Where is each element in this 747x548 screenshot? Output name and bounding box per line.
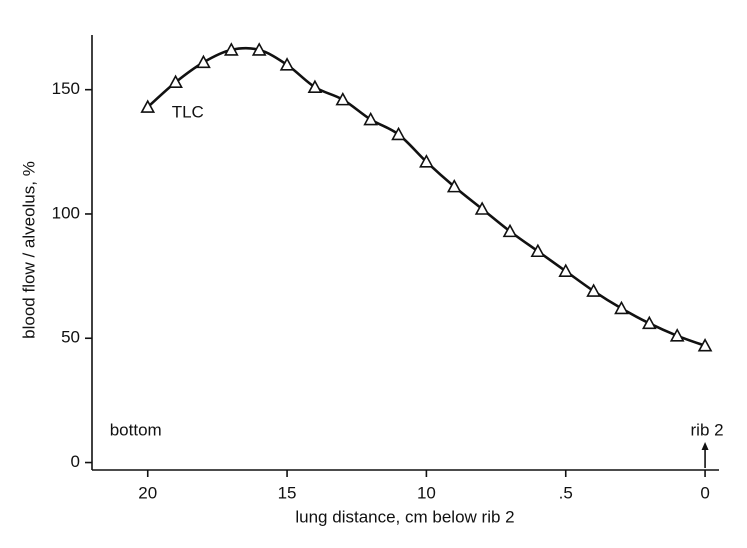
marker [223,42,239,56]
y-tick-label: 0 [71,452,80,471]
marker [697,338,713,352]
marker [251,42,267,56]
annotation: rib 2 [691,420,724,439]
marker [391,126,406,141]
marker [669,328,685,342]
marker [279,57,295,71]
marker [530,243,546,258]
marker [614,300,629,315]
marker [641,315,657,330]
marker [474,201,490,215]
arrow-head [701,442,709,450]
y-tick-label: 100 [52,203,80,222]
marker [419,154,434,168]
marker [140,99,156,113]
marker [586,283,601,297]
marker [363,111,379,126]
series-label: TLC [172,103,204,122]
y-axis-label: blood flow / alveolus, % [19,161,38,339]
x-tick-label: .5 [559,483,573,502]
annotation: bottom [110,420,162,439]
y-tick-label: 50 [61,328,80,347]
marker [196,54,211,69]
x-tick-label: 20 [138,483,157,502]
x-tick-label: 15 [278,483,297,502]
marker [307,79,323,93]
marker [446,178,462,193]
y-tick-label: 150 [52,79,80,98]
x-axis-label: lung distance, cm below rib 2 [295,507,514,526]
x-tick-label: 10 [417,483,436,502]
marker [558,263,574,277]
x-tick-label: 0 [700,483,709,502]
marker [335,91,351,106]
marker [168,74,183,89]
marker [502,223,518,238]
